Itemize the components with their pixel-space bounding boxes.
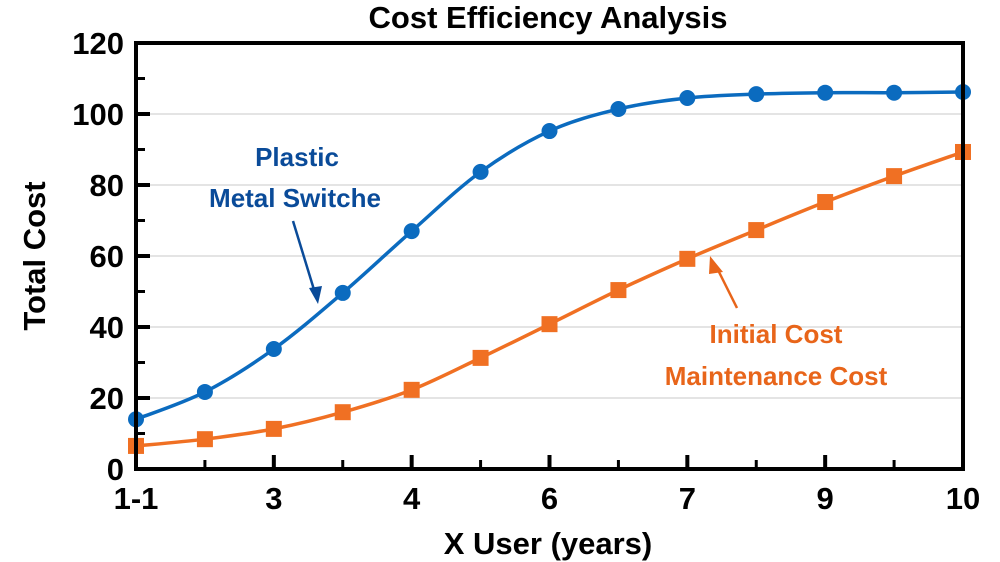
- annotation-blue-arrow: [291, 220, 317, 294]
- data-point: [196, 431, 213, 448]
- y-tick-label: 0: [107, 452, 124, 487]
- gridlines: [136, 113, 963, 399]
- x-tick-label: 3: [265, 481, 282, 516]
- annotation-orange: Initial Cost Maintenance Cost: [665, 256, 888, 391]
- annotation-blue-arrowhead: [309, 286, 322, 304]
- data-point: [886, 84, 903, 101]
- annotation-orange-arrowhead: [709, 256, 723, 274]
- x-axis-label: X User (years): [444, 526, 653, 561]
- data-point: [541, 316, 558, 333]
- data-point: [334, 284, 351, 301]
- y-tick-label: 100: [72, 97, 124, 132]
- data-point: [886, 168, 903, 185]
- data-point: [196, 383, 213, 400]
- chart-title: Cost Efficiency Analysis: [369, 0, 728, 35]
- data-point: [610, 101, 627, 118]
- annotation-orange-line-2: Maintenance Cost: [665, 361, 888, 391]
- data-point: [748, 222, 765, 239]
- y-tick-label: 80: [90, 168, 124, 203]
- data-point: [472, 163, 489, 180]
- data-point: [679, 250, 696, 267]
- ticks: 0 20 40 60 80 100 120 1-1 3 4 6 7 9 10: [72, 26, 980, 516]
- data-point: [403, 381, 420, 398]
- data-point: [265, 420, 282, 437]
- x-tick-label: 9: [817, 481, 834, 516]
- data-point: [265, 341, 282, 358]
- x-tick-label: 6: [541, 481, 558, 516]
- data-point: [748, 86, 765, 103]
- annotation-orange-arrow: [714, 265, 739, 309]
- series-0: [128, 83, 971, 428]
- series-layer: [128, 83, 971, 454]
- y-tick-label: 40: [90, 310, 124, 345]
- y-tick-label: 120: [72, 26, 124, 61]
- data-point: [679, 90, 696, 107]
- x-tick-label: 7: [679, 481, 696, 516]
- x-tick-label: 10: [946, 481, 980, 516]
- x-tick-label: 1-1: [114, 481, 159, 516]
- annotation-orange-line-1: Initial Cost: [710, 319, 843, 349]
- data-point: [817, 194, 834, 211]
- data-point: [472, 349, 489, 366]
- annotation-blue: Plastic Metal Switche: [209, 142, 381, 304]
- y-tick-label: 20: [90, 381, 124, 416]
- data-point: [610, 282, 627, 299]
- annotation-blue-line-2: Metal Switche: [209, 183, 381, 213]
- data-point: [334, 404, 351, 421]
- x-tick-label: 4: [403, 481, 421, 516]
- data-point: [541, 123, 558, 140]
- y-axis-label: Total Cost: [17, 181, 52, 330]
- annotation-blue-line-1: Plastic: [255, 142, 339, 172]
- data-point: [817, 84, 834, 101]
- y-tick-label: 60: [90, 239, 124, 274]
- data-point: [403, 223, 420, 240]
